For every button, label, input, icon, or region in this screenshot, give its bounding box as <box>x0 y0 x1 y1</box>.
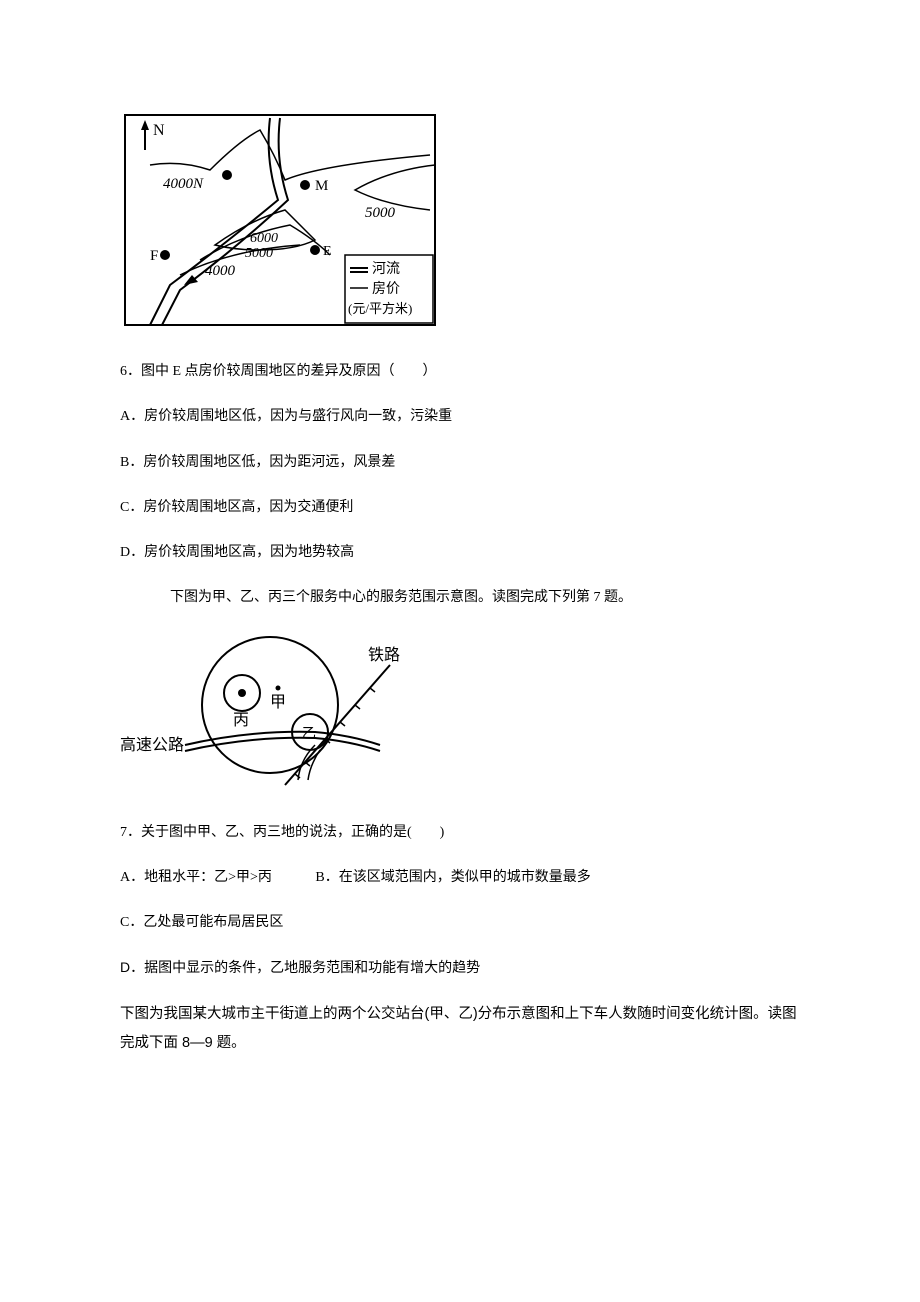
q7-text: 7．关于图中甲、乙、丙三地的说法，正确的是( ) <box>120 820 800 845</box>
legend-price: 房价 <box>372 281 400 297</box>
q6-option-d: D．房价较周围地区高，因为地势较高 <box>120 540 800 565</box>
intro-q7: 下图为甲、乙、丙三个服务中心的服务范围示意图。读图完成下列第 7 题。 <box>170 585 800 610</box>
diagram-map-houseprices: N 4000N M 5000 6000 5000 E F 4000 <box>120 110 800 339</box>
q7-option-c: C．乙处最可能布局居民区 <box>120 910 800 935</box>
label-railway: 铁路 <box>368 646 400 664</box>
q6-text: 6．图中 E 点房价较周围地区的差异及原因（ ） <box>120 359 800 384</box>
diagram-service-range: 丙 甲 乙 高速公路 铁路 <box>120 630 800 799</box>
q7-option-a: A．地租水平：乙>甲>丙 <box>120 865 272 890</box>
label-6000: 6000 <box>250 231 278 246</box>
q7-options-ab: A．地租水平：乙>甲>丙 B．在该区域范围内，类似甲的城市数量最多 <box>120 865 800 890</box>
label-4000-bottom: 4000 <box>205 263 236 279</box>
point-f <box>160 250 170 260</box>
intro-q89: 下图为我国某大城市主干街道上的两个公交站台(甲、乙)分布示意图和上下车人数随时间… <box>120 1000 800 1058</box>
label-5000-right: 5000 <box>365 205 396 221</box>
point-m <box>300 180 310 190</box>
q6-option-c: C．房价较周围地区高，因为交通便利 <box>120 495 800 520</box>
q6-option-b: B．房价较周围地区低，因为距河远，风景差 <box>120 450 800 475</box>
label-4000n: 4000N <box>163 176 204 192</box>
label-e: E <box>323 244 332 259</box>
q7-option-b: B．在该区域范围内，类似甲的城市数量最多 <box>315 865 590 890</box>
label-5000-mid: 5000 <box>245 246 273 261</box>
point-near-n <box>222 170 232 180</box>
label-f: F <box>150 248 158 264</box>
q6-option-a: A．房价较周围地区低，因为与盛行风向一致，污染重 <box>120 404 800 429</box>
label-highway: 高速公路 <box>120 736 184 754</box>
label-yi: 乙 <box>302 726 316 742</box>
label-bing: 丙 <box>233 712 249 729</box>
north-label: N <box>153 122 165 139</box>
point-e <box>310 245 320 255</box>
q7-option-d: D．据图中显示的条件，乙地服务范围和功能有增大的趋势 <box>120 955 800 980</box>
legend-unit: (元/平方米) <box>348 301 412 316</box>
legend-river: 河流 <box>372 261 400 277</box>
label-m: M <box>315 178 328 194</box>
label-jia: 甲 <box>270 694 286 711</box>
